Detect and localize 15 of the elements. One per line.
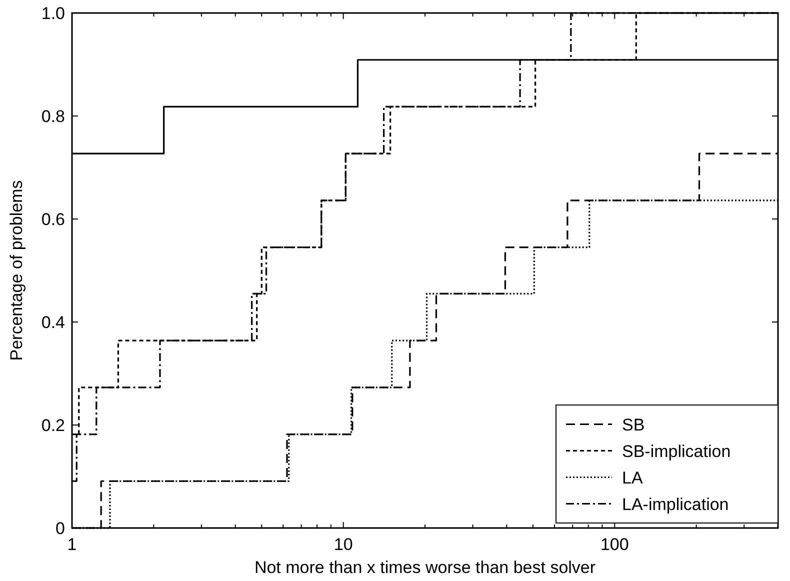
y-tick-label: 0.2 bbox=[41, 416, 65, 435]
y-tick-label: 1.0 bbox=[41, 4, 65, 23]
legend-label: SB bbox=[622, 415, 645, 434]
x-axis-title: Not more than x times worse than best solver bbox=[254, 558, 596, 577]
x-tick-label: 100 bbox=[600, 535, 629, 554]
x-tick-label: 10 bbox=[334, 535, 353, 554]
legend-label: LA bbox=[622, 468, 644, 488]
legend-label: LA-implication bbox=[622, 494, 729, 514]
y-tick-label: 0.4 bbox=[41, 313, 65, 332]
y-tick-label: 0.6 bbox=[41, 210, 65, 229]
x-tick-label: 1 bbox=[67, 535, 77, 554]
y-tick-label: 0 bbox=[56, 519, 65, 538]
y-tick-label: 0.8 bbox=[41, 107, 65, 126]
y-axis-title: Percentage of problems bbox=[7, 180, 26, 361]
legend-label: SB-implication bbox=[622, 442, 731, 461]
